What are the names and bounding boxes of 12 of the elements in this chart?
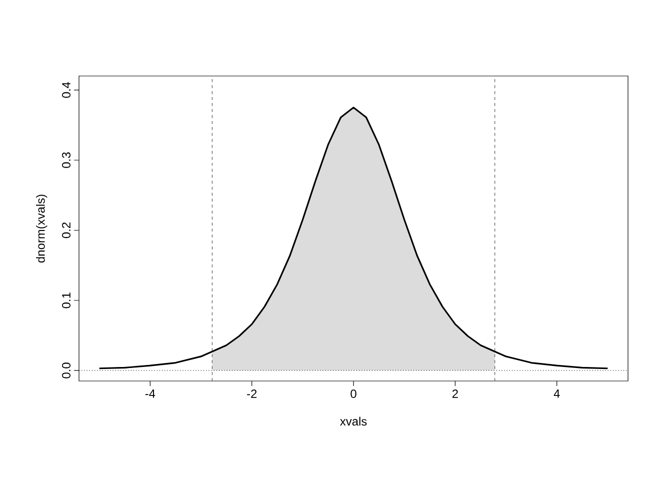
x-axis-title: xvals — [340, 416, 367, 426]
y-tick-label: 0.1 — [62, 292, 70, 308]
y-tick-label: 0.4 — [62, 82, 70, 98]
y-tick-label: 0.3 — [62, 152, 70, 168]
x-tick-label: 0 — [350, 390, 356, 398]
x-tick-label: 4 — [554, 390, 560, 398]
x-tick-label: -4 — [145, 390, 156, 398]
y-axis-title: dnorm(xvals) — [36, 194, 48, 263]
y-tick-label: 0.0 — [62, 362, 70, 378]
x-tick-label: 2 — [452, 390, 458, 398]
x-tick-label: -2 — [247, 390, 257, 398]
y-tick-label: 0.2 — [62, 222, 70, 238]
